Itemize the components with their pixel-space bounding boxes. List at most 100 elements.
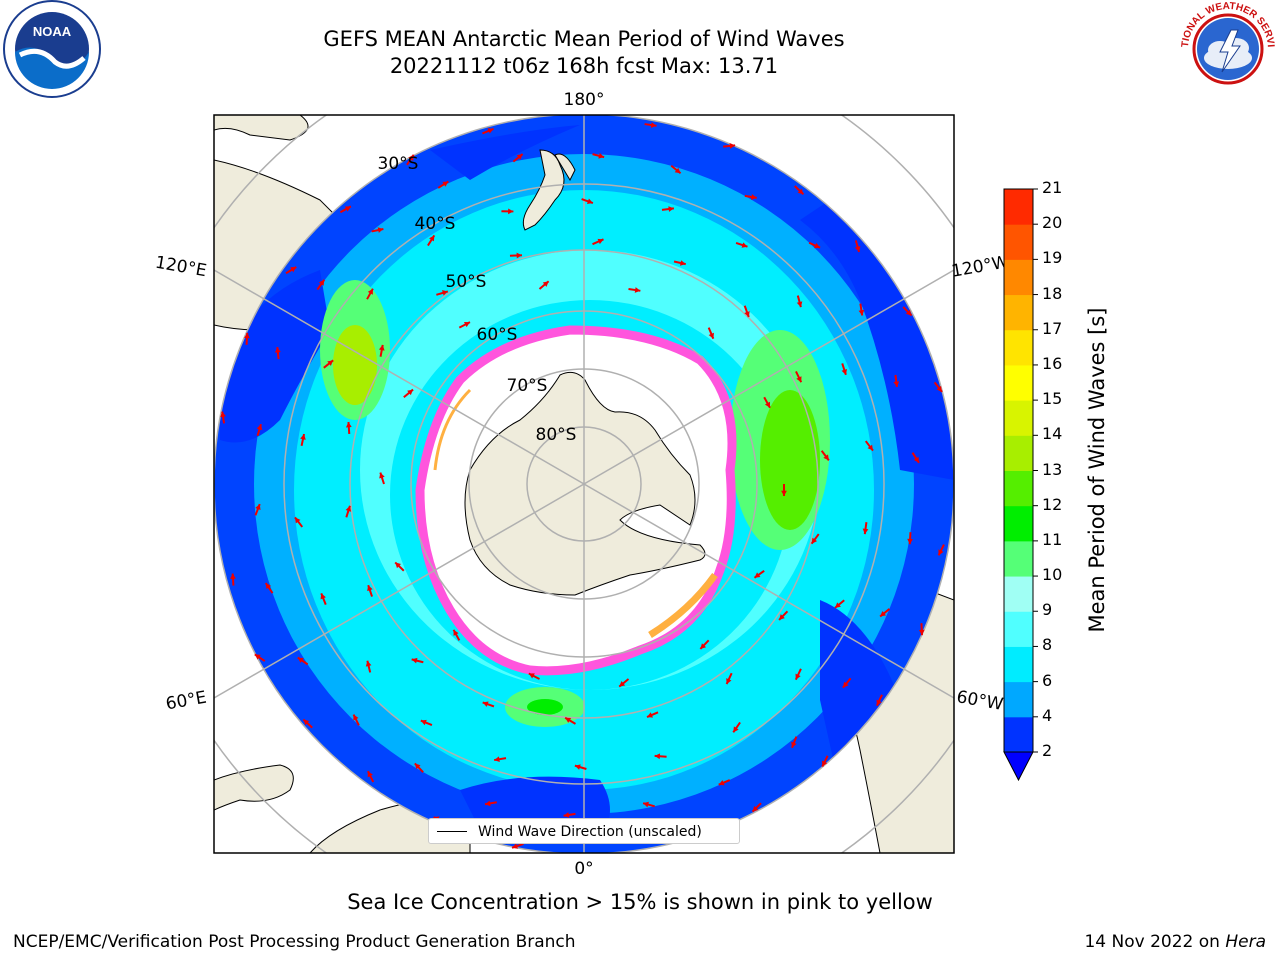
colorbar-bin <box>1004 259 1033 296</box>
wind-arrow-head <box>619 681 626 687</box>
wind-arrow-head <box>574 764 581 770</box>
colorbar-tick-label: 12 <box>1042 494 1063 514</box>
lon-label-0: 0° <box>574 859 593 879</box>
wind-arrow-head <box>300 434 306 440</box>
wind-arrow-head <box>512 843 518 849</box>
wind-arrow-head <box>327 360 334 366</box>
lat-label-60s: 60°S <box>477 325 518 345</box>
lon-label-180: 180° <box>564 90 605 110</box>
wind-arrow-head <box>938 549 944 556</box>
colorbar-bin <box>1004 540 1033 577</box>
title-line-1: GEFS MEAN Antarctic Mean Period of Wind … <box>323 27 845 51</box>
wind-arrow-head <box>408 154 414 161</box>
wind-arrow-head <box>508 208 514 215</box>
wind-arrow-head <box>597 238 604 245</box>
wind-arrow-head <box>795 673 801 680</box>
wind-arrow-head <box>395 562 401 569</box>
wind-arrow-head <box>294 517 301 524</box>
colorbar-bin <box>1004 294 1033 331</box>
wind-arrow-head <box>265 583 272 590</box>
wind-arrow-head <box>244 332 250 339</box>
wind-arrow-head <box>230 573 236 580</box>
colorbar-tick-label: 16 <box>1042 353 1063 373</box>
wind-arrow-head <box>463 321 470 328</box>
colorbar <box>1003 188 1038 782</box>
wind-arrow-head <box>378 344 385 351</box>
wind-arrow-head <box>862 528 869 535</box>
wind-arrow-head <box>708 332 714 339</box>
wind-arrow-head <box>781 490 787 496</box>
colorbar-tick-label: 15 <box>1042 389 1063 409</box>
colorbar-bin <box>1004 364 1033 401</box>
wind-arrow-head <box>367 288 373 295</box>
colorbar-bin <box>1004 329 1033 366</box>
wind-arrow-head <box>297 657 304 663</box>
wind-arrow-head <box>345 505 352 512</box>
wind-arrow-head <box>367 771 373 778</box>
wind-arrow-head <box>936 385 943 392</box>
legend-line-sample <box>437 831 467 832</box>
chart-title: GEFS MEAN Antarctic Mean Period of Wind … <box>284 26 884 80</box>
colorbar-bin <box>1004 505 1033 542</box>
wind-arrow-head <box>854 246 861 252</box>
lat-label-40s: 40°S <box>415 214 456 234</box>
wind-arrow-head <box>841 368 848 375</box>
wind-arrow-head <box>647 712 653 718</box>
wind-arrow-head <box>379 472 385 479</box>
wind-arrow-head <box>674 167 681 174</box>
colorbar-extend-triangle <box>1003 751 1034 782</box>
legend-label: Wind Wave Direction (unscaled) <box>478 824 702 840</box>
wind-arrow-head <box>598 153 605 159</box>
wind-arrow-head <box>654 753 661 760</box>
colorbar-tick-label: 10 <box>1042 565 1063 585</box>
colorbar-label: Mean Period of Wind Waves [s] <box>1085 307 1109 633</box>
lat-label-80s: 80°S <box>536 425 577 445</box>
wind-arrow-head <box>741 242 748 248</box>
lon-label-60e: 60°E <box>164 688 208 715</box>
wind-arrow-head <box>365 660 372 667</box>
footer-credit: NCEP/EMC/Verification Post Processing Pr… <box>13 932 576 952</box>
wind-arrow-head <box>918 629 925 636</box>
colorbar-tick-label: 20 <box>1042 213 1063 233</box>
wind-arrow-head <box>407 389 414 396</box>
lat-label-50s: 50°S <box>446 272 487 292</box>
wind-arrow-head <box>275 347 281 353</box>
colorbar-bin <box>1004 189 1033 225</box>
wind-arrow-head <box>220 411 226 418</box>
footer-date-text: 14 Nov 2022 on <box>1084 932 1226 952</box>
wind-arrow-head <box>791 741 797 748</box>
wind-arrow-head <box>318 279 325 286</box>
wind-arrow-head <box>411 657 418 664</box>
lon-label-120e: 120°E <box>154 253 208 282</box>
lon-label-60w: 60°W <box>955 687 1005 715</box>
wind-arrow-head <box>822 760 828 767</box>
wind-arrow-head <box>811 537 818 544</box>
colorbar-tick-label: 8 <box>1042 635 1053 655</box>
colorbar-tick-label: 14 <box>1042 424 1063 444</box>
wind-arrow-head <box>814 242 821 249</box>
wind-arrow-head <box>353 714 359 721</box>
wind-arrow-head <box>835 602 841 608</box>
wind-arrow-head <box>796 376 802 383</box>
colorbar-bin <box>1004 224 1033 260</box>
wind-arrow-head <box>876 699 882 706</box>
noaa-logo: NOAA <box>3 0 101 98</box>
colorbar-tick-label: 13 <box>1042 459 1063 479</box>
wind-arrow-head <box>907 538 913 545</box>
wind-arrow-head <box>482 701 489 707</box>
wind-arrow-head <box>905 309 912 316</box>
colorbar-bin <box>1004 611 1033 647</box>
wind-arrow-head <box>754 572 761 578</box>
wind-arrow-head <box>733 726 739 733</box>
wind-arrow-head <box>256 424 263 431</box>
colorbar-tick-label: 19 <box>1042 248 1063 268</box>
wind-arrow-head <box>429 235 435 242</box>
wind-arrow-head <box>823 454 829 461</box>
lat-label-70s: 70°S <box>507 376 548 396</box>
footer-machine: Hera <box>1225 932 1266 952</box>
wind-arrow-head <box>764 401 770 408</box>
wind-arrow-head <box>494 756 500 763</box>
wind-arrow-head <box>700 643 707 649</box>
sea-ice-note: Sea Ice Concentration > 15% is shown in … <box>347 890 933 914</box>
